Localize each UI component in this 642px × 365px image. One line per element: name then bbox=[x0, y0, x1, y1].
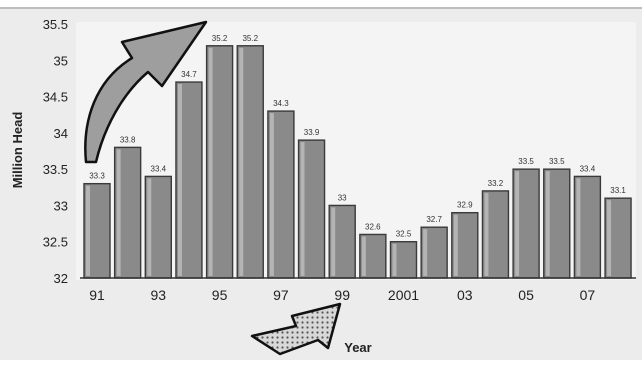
y-tick-label: 33.5 bbox=[43, 162, 68, 177]
value-label: 33.4 bbox=[151, 164, 167, 173]
y-tick-label: 33 bbox=[54, 198, 68, 213]
value-label: 33.1 bbox=[610, 186, 626, 195]
x-tick-label: 07 bbox=[580, 287, 596, 303]
x-tick-label: 03 bbox=[457, 287, 473, 303]
y-tick-label: 34.5 bbox=[43, 90, 68, 105]
x-tick-label: 05 bbox=[518, 287, 534, 303]
x-tick-label: 2001 bbox=[388, 287, 419, 303]
value-label: 33.8 bbox=[120, 135, 136, 144]
value-label: 33.3 bbox=[89, 172, 105, 181]
bar-highlight bbox=[484, 192, 489, 276]
bar-highlight bbox=[147, 178, 152, 276]
x-tick-label: 91 bbox=[89, 287, 105, 303]
bar-highlight bbox=[331, 207, 336, 276]
y-axis-label: Million Head bbox=[10, 112, 25, 189]
x-tick-label: 95 bbox=[212, 287, 228, 303]
value-label: 34.3 bbox=[273, 99, 289, 108]
bar-highlight bbox=[515, 171, 520, 276]
bars bbox=[83, 45, 632, 279]
x-tick-label: 93 bbox=[151, 287, 167, 303]
y-tick-label: 35.5 bbox=[43, 17, 68, 32]
y-tick-label: 32.5 bbox=[43, 235, 68, 250]
bar-highlight bbox=[300, 142, 305, 276]
value-label: 33.5 bbox=[549, 157, 565, 166]
bar-highlight bbox=[453, 214, 458, 276]
bar-highlight bbox=[607, 200, 612, 276]
value-label: 34.7 bbox=[181, 70, 197, 79]
bar-highlight bbox=[177, 84, 182, 276]
value-label: 33.5 bbox=[518, 157, 534, 166]
value-label: 32.9 bbox=[457, 201, 473, 210]
bar-highlight bbox=[423, 229, 428, 276]
x-tick-label: 97 bbox=[273, 287, 289, 303]
value-label: 33.4 bbox=[580, 164, 596, 173]
bar-highlight bbox=[576, 178, 581, 276]
y-tick-label: 32 bbox=[54, 271, 68, 286]
value-label: 33 bbox=[338, 193, 347, 202]
y-tick-label: 35 bbox=[54, 53, 68, 68]
value-labels: 33.3 33.8 33.4 34.7 35.2 35.2 34.3 33.9 33 32.6 32… bbox=[89, 34, 626, 239]
y-tick-label: 34 bbox=[54, 126, 68, 141]
bar-highlight bbox=[208, 47, 213, 277]
bar-highlight bbox=[361, 236, 366, 276]
bar-highlight bbox=[86, 185, 90, 276]
value-label: 32.5 bbox=[396, 230, 412, 239]
x-tick-label: 99 bbox=[334, 287, 350, 303]
value-label: 35.2 bbox=[242, 34, 258, 43]
x-axis-label: Year bbox=[344, 340, 371, 355]
bar-highlight bbox=[392, 243, 397, 276]
value-label: 35.2 bbox=[212, 34, 228, 43]
value-label: 33.9 bbox=[304, 128, 320, 137]
y-axis: 32 32.5 33 33.5 34 34.5 35 35.5 bbox=[43, 17, 68, 286]
value-label: 32.6 bbox=[365, 222, 381, 231]
bar-highlight bbox=[269, 113, 274, 276]
bar-highlight bbox=[545, 171, 550, 276]
bar-highlight bbox=[239, 47, 244, 277]
x-axis: 91 93 95 97 99 2001 03 05 07 bbox=[89, 287, 595, 303]
bar-highlight bbox=[116, 149, 121, 276]
up-arrow-icon bbox=[84, 20, 208, 164]
dotted-arrow-icon bbox=[250, 302, 342, 356]
value-label: 32.7 bbox=[426, 215, 442, 224]
value-label: 33.2 bbox=[488, 179, 504, 188]
